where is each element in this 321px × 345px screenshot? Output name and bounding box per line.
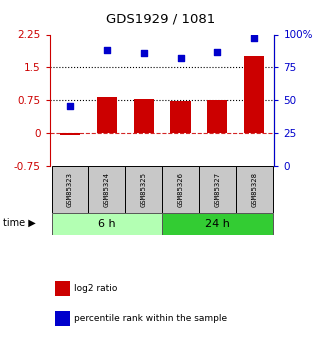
- Text: GSM85324: GSM85324: [104, 172, 110, 207]
- Text: percentile rank within the sample: percentile rank within the sample: [74, 314, 227, 323]
- Bar: [88, 166, 125, 214]
- Bar: [207, 100, 228, 134]
- Bar: [162, 214, 273, 235]
- Bar: [236, 166, 273, 214]
- Bar: [199, 166, 236, 214]
- Text: log2 ratio: log2 ratio: [74, 284, 117, 293]
- Text: GDS1929 / 1081: GDS1929 / 1081: [106, 12, 215, 25]
- Bar: [244, 57, 264, 134]
- Text: GSM85326: GSM85326: [178, 172, 184, 207]
- Bar: [125, 166, 162, 214]
- Text: time ▶: time ▶: [3, 218, 36, 227]
- Point: [141, 50, 146, 56]
- Text: GSM85325: GSM85325: [141, 172, 147, 207]
- Point: [252, 36, 257, 41]
- Text: 6 h: 6 h: [98, 219, 116, 229]
- Bar: [97, 97, 117, 134]
- Bar: [52, 166, 88, 214]
- Bar: [162, 166, 199, 214]
- Point: [215, 49, 220, 55]
- Bar: [60, 134, 80, 135]
- Bar: [55, 281, 70, 296]
- Point: [178, 56, 183, 61]
- Text: GSM85327: GSM85327: [214, 172, 220, 207]
- Bar: [52, 214, 162, 235]
- Bar: [55, 311, 70, 326]
- Point: [67, 103, 73, 108]
- Point: [104, 48, 109, 53]
- Text: GSM85328: GSM85328: [251, 172, 257, 207]
- Text: 24 h: 24 h: [205, 219, 230, 229]
- Bar: [134, 99, 154, 134]
- Bar: [170, 101, 191, 134]
- Text: GSM85323: GSM85323: [67, 172, 73, 207]
